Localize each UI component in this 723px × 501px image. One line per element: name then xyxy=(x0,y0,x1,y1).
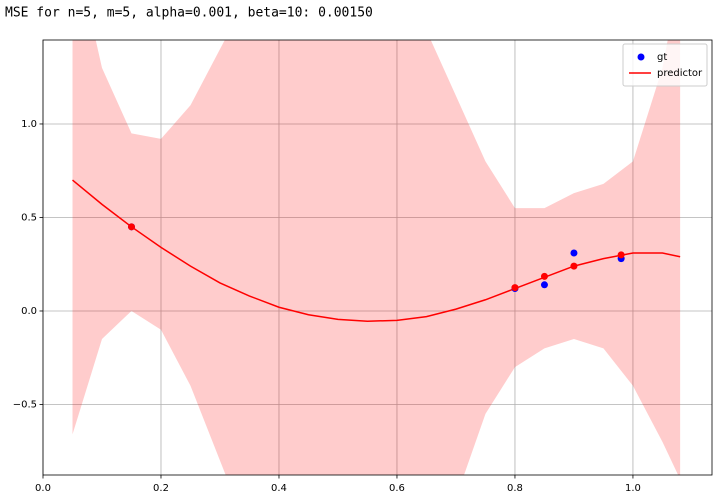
predictor-point xyxy=(570,262,578,270)
legend: gt predictor xyxy=(622,43,708,87)
predictor-line xyxy=(72,179,681,323)
y-tick-label: 0.0 xyxy=(21,306,37,317)
x-tick-label: 0.6 xyxy=(389,483,405,494)
legend-marker xyxy=(637,53,645,61)
predictor-point xyxy=(511,284,519,292)
x-tick-label: 0.8 xyxy=(507,483,523,494)
x-tick-label: 0.0 xyxy=(35,483,51,494)
confidence-band xyxy=(72,40,681,475)
grid xyxy=(42,40,712,475)
plot-area xyxy=(43,40,712,475)
x-tick-label: 0.4 xyxy=(271,483,287,494)
x-tick-label: 1.0 xyxy=(625,483,641,494)
x-tick-label: 0.2 xyxy=(153,483,169,494)
ticks: 0.0 0.2 0.4 0.6 0.8 1.0 −0.5 0.0 0.5 1.0 xyxy=(13,119,641,494)
legend-label: gt xyxy=(657,52,667,63)
legend-label: predictor xyxy=(657,68,703,79)
gt-point xyxy=(540,281,548,289)
predictor-point xyxy=(127,223,135,231)
predictor-point xyxy=(540,272,548,280)
y-tick-label: 1.0 xyxy=(21,119,37,130)
legend-box xyxy=(622,43,708,87)
gt-point xyxy=(570,249,578,257)
y-tick-label: 0.5 xyxy=(21,212,37,223)
plot xyxy=(72,40,681,475)
predictor-point xyxy=(617,251,625,259)
chart-title: MSE for n=5, m=5, alpha=0.001, beta=10: … xyxy=(5,6,373,21)
axes-frame xyxy=(42,39,713,476)
y-tick-label: −0.5 xyxy=(13,399,37,410)
